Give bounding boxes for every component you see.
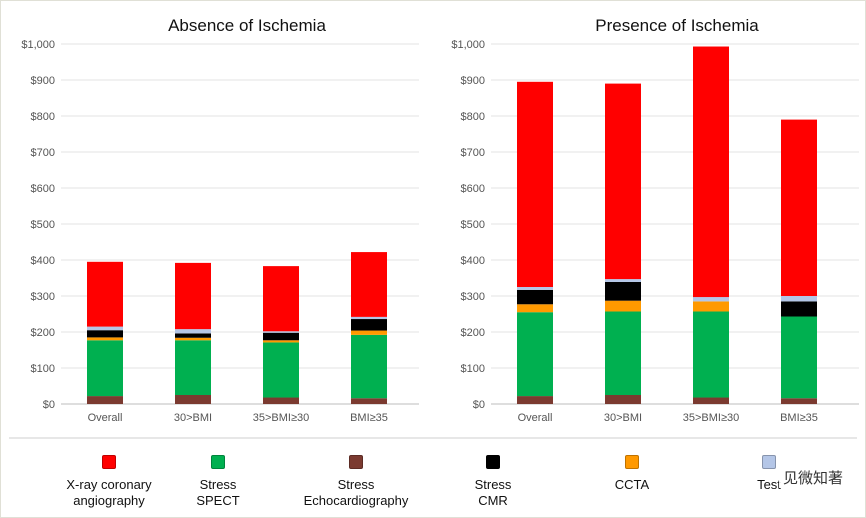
legend-swatch-test — [762, 455, 776, 469]
panel1-bar-1-seg-2 — [175, 337, 211, 341]
panel1-ytick-label-4: $400 — [31, 255, 55, 267]
panel1-bar-3-seg-0 — [351, 398, 387, 404]
panel2-ytick-label-10: $1,000 — [451, 39, 485, 51]
panel2-bar-2-seg-5 — [693, 46, 729, 298]
panel2-bar-3-seg-3 — [781, 301, 817, 317]
panel1-bar-3-seg-1 — [351, 334, 387, 399]
panel1-bar-2-seg-2 — [263, 340, 299, 343]
panel1-xtick-label-1: 30>BMI — [174, 412, 212, 424]
panel1-xtick-label-3: BMI≥35 — [350, 412, 388, 424]
panel1-ytick-label-5: $500 — [31, 219, 55, 231]
panel2-bar-2-seg-1 — [693, 311, 729, 398]
panel1-ytick-label-7: $700 — [31, 147, 55, 159]
panel2-bar-3-seg-4 — [781, 296, 817, 302]
panel1-bar-3-seg-4 — [351, 316, 387, 320]
panel2-bar-3-seg-0 — [781, 398, 817, 404]
panel1-bar-3-seg-3 — [351, 319, 387, 331]
panel1-bar-3-seg-2 — [351, 330, 387, 335]
panel2-bar-2-seg-0 — [693, 397, 729, 404]
legend-label-cmr: Stress CMR — [474, 477, 512, 508]
panel2-bar-0-seg-1 — [517, 312, 553, 397]
legend-swatch-cmr — [486, 455, 500, 469]
panel1-ytick-label-8: $800 — [31, 111, 55, 123]
panel1-xtick-label-0: Overall — [88, 412, 123, 424]
legend-item-xray: X-ray coronary angiography — [29, 455, 189, 509]
legend-item-ccta: CCTA — [552, 455, 712, 493]
panel1-bar-1-seg-0 — [175, 395, 211, 404]
panel1-ytick-label-0: $0 — [43, 399, 55, 411]
legend-label-ccta: CCTA — [614, 477, 650, 492]
panel2-title: Presence of Ischemia — [595, 16, 759, 35]
panel1-bar-1-seg-1 — [175, 340, 211, 395]
legend-swatch-spect — [211, 455, 225, 469]
panel1-bar-0-seg-0 — [87, 396, 123, 404]
panel1-bar-0-seg-4 — [87, 326, 123, 331]
legend-swatch-xray — [102, 455, 116, 469]
panel2-xtick-label-3: BMI≥35 — [780, 412, 818, 424]
panel2-ytick-label-5: $500 — [461, 219, 485, 231]
panel1-bar-3-seg-5 — [351, 252, 387, 317]
legend-item-spect: Stress SPECT — [138, 455, 298, 509]
panel1-bar-2-seg-3 — [263, 332, 299, 341]
panel1-ytick-label-6: $600 — [31, 183, 55, 195]
panel2-ytick-label-9: $900 — [461, 75, 485, 87]
panel1-title: Absence of Ischemia — [168, 16, 326, 35]
panel1-bar-1-seg-3 — [175, 333, 211, 338]
panel2-bar-2-seg-4 — [693, 297, 729, 302]
panel1-bar-0-seg-1 — [87, 340, 123, 397]
panel2-bar-1-seg-1 — [605, 311, 641, 395]
panel1-bar-1-seg-4 — [175, 329, 211, 334]
panel1-bar-0-seg-5 — [87, 261, 123, 327]
legend-item-echo: Stress Echocardiography — [276, 455, 436, 509]
panel2-ytick-label-0: $0 — [473, 399, 485, 411]
panel1-bar-2-seg-1 — [263, 342, 299, 398]
panel2-bar-0-seg-2 — [517, 304, 553, 313]
panel1-bar-1-seg-5 — [175, 262, 211, 330]
panel2-bar-1-seg-4 — [605, 279, 641, 282]
panel2-bar-0-seg-0 — [517, 396, 553, 404]
panel2-bar-1-seg-2 — [605, 300, 641, 312]
panel1-ytick-label-1: $100 — [31, 363, 55, 375]
panel2-bar-1-seg-0 — [605, 395, 641, 404]
legend-item-cmr: Stress CMR — [413, 455, 573, 509]
legend-label-xray: X-ray coronary angiography — [66, 477, 152, 508]
panel1-bar-0-seg-2 — [87, 337, 123, 341]
panel2-ytick-label-6: $600 — [461, 183, 485, 195]
panel2-xtick-label-2: 35>BMI≥30 — [683, 412, 740, 424]
legend-swatch-echo — [349, 455, 363, 469]
panel2-bar-0-seg-4 — [517, 287, 553, 290]
panel2-ytick-label-4: $400 — [461, 255, 485, 267]
panel2-bar-0-seg-5 — [517, 81, 553, 287]
panel1-ytick-label-3: $300 — [31, 291, 55, 303]
panel1-ytick-label-10: $1,000 — [21, 39, 55, 51]
panel2-ytick-label-7: $700 — [461, 147, 485, 159]
panel1-ytick-label-2: $200 — [31, 327, 55, 339]
panel2-ytick-label-2: $200 — [461, 327, 485, 339]
panel1-ytick-label-9: $900 — [31, 75, 55, 87]
panel2-bar-1-seg-5 — [605, 83, 641, 280]
legend-label-test: Test — [757, 477, 781, 492]
panel2-bar-2-seg-2 — [693, 301, 729, 312]
watermark-text: 见微知著 — [778, 467, 847, 488]
panel2-xtick-label-1: 30>BMI — [604, 412, 642, 424]
panel1-bar-2-seg-4 — [263, 331, 299, 333]
panel2-ytick-label-3: $300 — [461, 291, 485, 303]
panel2-bar-3-seg-5 — [781, 119, 817, 296]
legend-label-echo: Stress Echocardiography — [303, 477, 409, 508]
legend-swatch-ccta — [625, 455, 639, 469]
panel2-bar-3-seg-1 — [781, 316, 817, 399]
legend-item-test: Test — [689, 455, 849, 493]
legend-label-spect: Stress SPECT — [196, 477, 240, 508]
panel1-xtick-label-2: 35>BMI≥30 — [253, 412, 310, 424]
panel2-ytick-label-1: $100 — [461, 363, 485, 375]
panel2-xtick-label-0: Overall — [518, 412, 553, 424]
panel2-ytick-label-8: $800 — [461, 111, 485, 123]
panel1-bar-0-seg-3 — [87, 330, 123, 338]
panel1-bar-2-seg-0 — [263, 397, 299, 404]
panel1-bar-2-seg-5 — [263, 266, 299, 332]
panel2-bar-0-seg-3 — [517, 289, 553, 305]
panel2-bar-1-seg-3 — [605, 281, 641, 301]
